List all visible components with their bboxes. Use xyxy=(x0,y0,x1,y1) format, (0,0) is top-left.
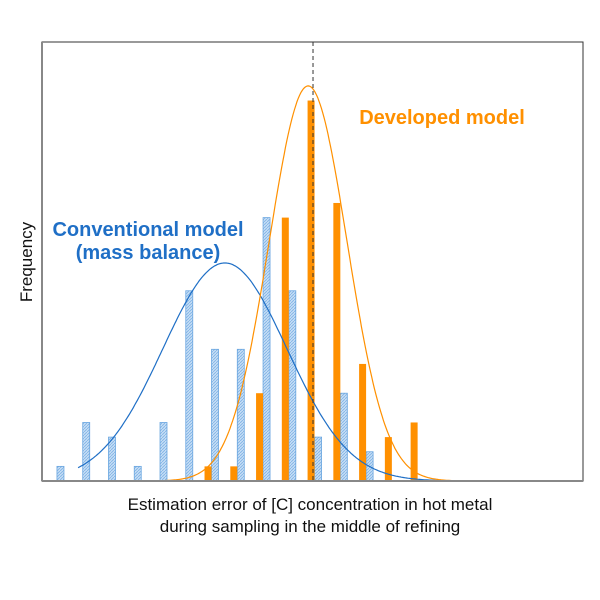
x-axis-label-line2: during sampling in the middle of refinin… xyxy=(160,517,461,536)
conventional-model-label-sub: (mass balance) xyxy=(76,242,221,264)
conventional-bar xyxy=(185,290,194,482)
x-axis-label: Estimation error of [C] concentration in… xyxy=(128,495,493,514)
developed-bar xyxy=(410,422,418,481)
developed-bar xyxy=(359,363,367,481)
conventional-bar xyxy=(288,290,297,482)
developed-fit-curve xyxy=(78,85,559,482)
conventional-bar xyxy=(339,392,348,482)
developed-bar xyxy=(307,100,315,482)
conventional-model-label: Conventional model xyxy=(52,219,243,241)
conventional-bar xyxy=(133,465,142,482)
developed-bar xyxy=(256,393,264,481)
conventional-bar xyxy=(236,348,245,482)
conventional-bar xyxy=(159,422,168,482)
y-axis-label: Frequency xyxy=(17,221,36,302)
developed-bar xyxy=(230,466,238,481)
conventional-bar xyxy=(314,436,322,482)
conventional-bar xyxy=(56,465,65,482)
developed-bar xyxy=(333,202,341,481)
developed-bar xyxy=(384,437,392,481)
conventional-bar xyxy=(82,422,91,482)
developed-bar xyxy=(204,466,212,481)
conventional-bar xyxy=(108,436,116,482)
developed-model-label: Developed model xyxy=(359,107,525,129)
developed-bar xyxy=(281,217,289,481)
